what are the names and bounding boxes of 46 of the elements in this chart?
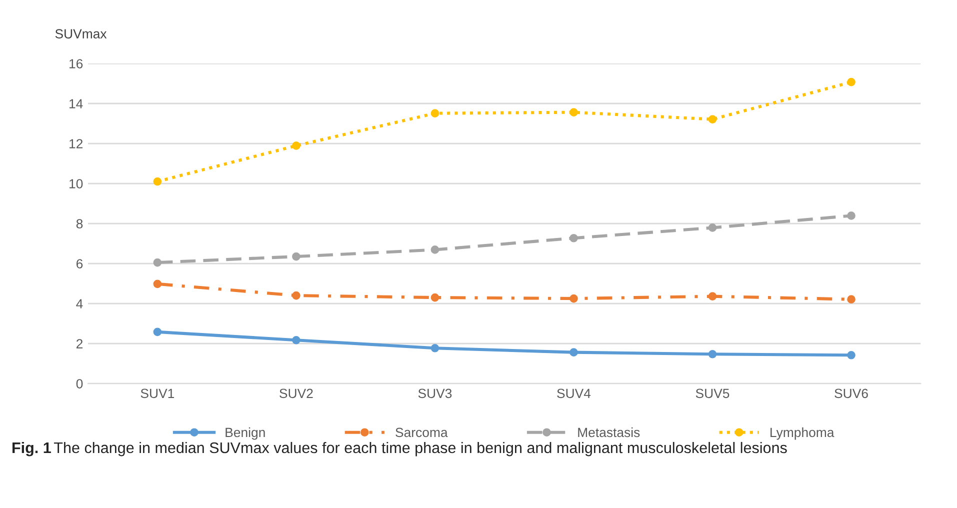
y-tick-label: 4 (76, 299, 83, 308)
legend-label: Sarcoma (396, 428, 448, 438)
caption: Fig. 1 (12, 442, 51, 456)
point (430, 109, 440, 118)
point (430, 293, 440, 302)
point (292, 252, 300, 261)
point (708, 224, 717, 232)
y-tick-label: 8 (76, 219, 83, 228)
point (570, 108, 578, 116)
point (430, 246, 440, 254)
x-tick-label: SUV6 (834, 388, 868, 398)
text: The change in median SUVmax values for each time phase in benign and malignant musculoskeletal lesions (54, 442, 787, 456)
point (570, 348, 578, 357)
legend-label: Benign (226, 427, 265, 440)
point (292, 336, 300, 344)
y-tick-label: 2 (76, 339, 83, 348)
point (708, 292, 717, 300)
point (292, 142, 300, 150)
point (153, 328, 162, 336)
point (708, 350, 717, 358)
x-tick-label: SUV1 (140, 388, 174, 398)
point (292, 291, 300, 300)
point (153, 258, 162, 267)
x-tick-label: SUV4 (557, 388, 591, 398)
point (847, 78, 856, 86)
y-tick-label: 10 (70, 179, 83, 188)
y-tick-label: 14 (70, 99, 83, 108)
point (570, 234, 578, 242)
legend-label: Metastasis (578, 427, 640, 438)
y-tick-label: 6 (76, 259, 83, 268)
x-tick-label: SUV3 (418, 388, 452, 398)
y-tick-label: 16 (70, 59, 83, 68)
point (570, 294, 578, 303)
x-tick-label: SUV2 (280, 388, 313, 398)
point (153, 280, 162, 288)
point (708, 115, 717, 124)
y-tick-label: 0 (76, 379, 83, 388)
y-tick-label: 12 (70, 139, 83, 148)
point (430, 344, 440, 352)
point (153, 177, 162, 186)
point (847, 350, 856, 360)
y-axis-title: SUVmax (55, 29, 107, 38)
point (847, 295, 856, 304)
point (847, 212, 856, 220)
x-tick-label: SUV5 (696, 388, 730, 398)
legend-label: Lymphoma (770, 427, 834, 440)
